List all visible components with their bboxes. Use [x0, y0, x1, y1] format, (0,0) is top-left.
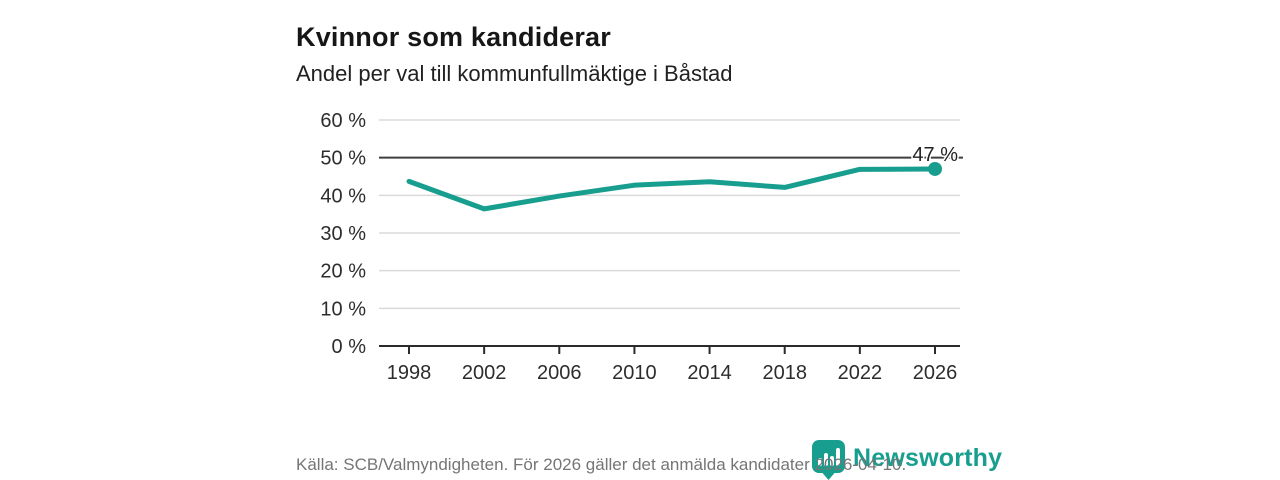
y-tick-label-60: 60 %	[320, 110, 366, 132]
logo-wordmark: Newsworthy	[853, 444, 1003, 472]
trend-line	[406, 166, 938, 212]
y-tick-label-30: 30 %	[320, 223, 366, 245]
y-tick-label-40: 40 %	[320, 185, 366, 207]
source-note: Källa: SCB/Valmyndigheten. För 2026 gäll…	[296, 455, 907, 474]
y-tick-label-10: 10 %	[320, 298, 366, 320]
x-tick-label-2018: 2018	[762, 362, 807, 384]
page-subtitle: Andel per val till kommunfullmäktige i B…	[296, 61, 733, 86]
newsworthy-logo: Newsworthy	[812, 440, 1002, 480]
x-tick-label-2014: 2014	[687, 362, 732, 384]
y-tick-label-0: 0 %	[332, 336, 367, 358]
y-tick-label-20: 20 %	[320, 261, 366, 283]
y-tick-label-50: 50 %	[320, 148, 366, 170]
x-tick-label-2022: 2022	[838, 362, 883, 384]
x-tick-label-2026: 2026	[913, 362, 958, 384]
x-tick-label-2002: 2002	[462, 362, 507, 384]
bar-chart-pin-icon	[812, 440, 845, 480]
x-tick-label-1998: 1998	[387, 362, 432, 384]
x-tick-label-2006: 2006	[537, 362, 582, 384]
x-tick-label-2010: 2010	[612, 362, 657, 384]
page-title: Kvinnor som kandiderar	[296, 22, 611, 53]
end-point-marker	[928, 161, 942, 176]
end-point-value-label: 47 %	[912, 144, 958, 166]
